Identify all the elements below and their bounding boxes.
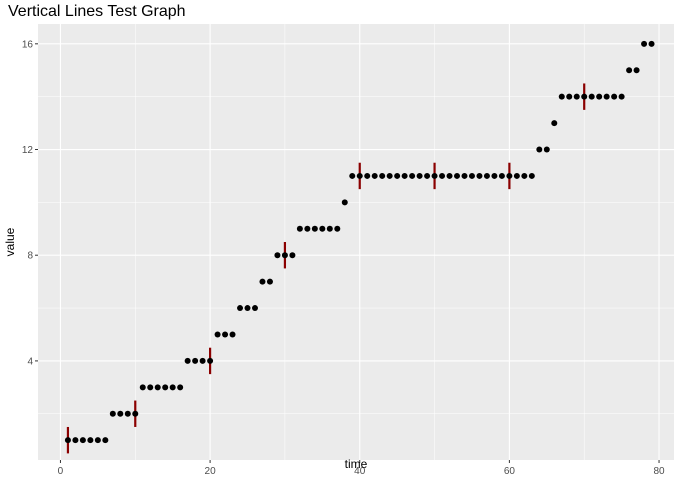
data-point	[596, 93, 603, 100]
data-point	[476, 172, 483, 179]
x-tick-label: 40	[354, 466, 366, 477]
data-point	[87, 437, 94, 444]
data-point	[461, 172, 468, 179]
data-point	[386, 172, 393, 179]
data-point	[214, 331, 221, 338]
data-point	[207, 357, 214, 364]
data-point	[326, 225, 333, 232]
data-point	[184, 357, 191, 364]
data-point	[341, 199, 348, 206]
data-point	[611, 93, 618, 100]
data-point	[573, 93, 580, 100]
data-point	[266, 278, 273, 285]
data-point	[364, 172, 371, 179]
data-point	[521, 172, 528, 179]
data-point	[281, 252, 288, 259]
data-point	[259, 278, 266, 285]
data-point	[132, 410, 139, 417]
data-point	[439, 172, 446, 179]
data-point	[566, 93, 573, 100]
data-point	[319, 225, 326, 232]
data-point	[64, 437, 71, 444]
data-point	[147, 384, 154, 391]
data-point	[251, 305, 258, 312]
data-point	[356, 172, 363, 179]
data-point	[618, 93, 625, 100]
data-point	[483, 172, 490, 179]
data-point	[371, 172, 378, 179]
data-point	[244, 305, 251, 312]
y-tick-label: 16	[22, 39, 34, 50]
x-tick-label: 0	[58, 466, 64, 477]
data-point	[304, 225, 311, 232]
data-point	[162, 384, 169, 391]
chart-title: Vertical Lines Test Graph	[8, 3, 186, 20]
data-point	[102, 437, 109, 444]
data-point	[177, 384, 184, 391]
data-point	[274, 252, 281, 259]
y-tick-label: 12	[22, 145, 34, 156]
data-point	[117, 410, 124, 417]
data-point	[536, 146, 543, 153]
data-point	[124, 410, 131, 417]
data-point	[588, 93, 595, 100]
data-point	[513, 172, 520, 179]
data-point	[603, 93, 610, 100]
data-point	[169, 384, 176, 391]
data-point	[431, 172, 438, 179]
data-points	[64, 40, 655, 444]
data-point	[581, 93, 588, 100]
data-point	[94, 437, 101, 444]
data-point	[551, 120, 558, 127]
y-axis: 4 8 12 16	[22, 39, 38, 367]
x-axis-label: time	[345, 457, 368, 471]
data-point	[192, 357, 199, 364]
data-point	[394, 172, 401, 179]
data-point	[558, 93, 565, 100]
data-point	[409, 172, 416, 179]
data-point	[154, 384, 161, 391]
data-point	[222, 331, 229, 338]
data-point	[139, 384, 146, 391]
data-point	[491, 172, 498, 179]
data-point	[401, 172, 408, 179]
data-point	[468, 172, 475, 179]
y-tick-label: 4	[27, 356, 33, 367]
data-point	[648, 40, 655, 47]
data-point	[633, 67, 640, 74]
data-point	[424, 172, 431, 179]
data-point	[543, 146, 550, 153]
data-point	[334, 225, 341, 232]
data-point	[506, 172, 513, 179]
data-point	[72, 437, 79, 444]
data-point	[454, 172, 461, 179]
data-point	[528, 172, 535, 179]
data-point	[446, 172, 453, 179]
y-tick-label: 8	[27, 251, 33, 262]
data-point	[289, 252, 296, 259]
plot-panel	[38, 24, 674, 460]
data-point	[109, 410, 116, 417]
data-point	[229, 331, 236, 338]
data-point	[498, 172, 505, 179]
x-axis: 0 20 40 60 80	[58, 460, 665, 477]
y-axis-label: value	[3, 227, 17, 256]
data-point	[311, 225, 318, 232]
data-point	[626, 67, 633, 74]
grid-major	[38, 24, 674, 460]
data-point	[349, 172, 356, 179]
x-tick-label: 60	[504, 466, 516, 477]
data-point	[379, 172, 386, 179]
data-point	[237, 305, 244, 312]
data-point	[79, 437, 86, 444]
data-point	[416, 172, 423, 179]
data-point	[641, 40, 648, 47]
data-point	[296, 225, 303, 232]
data-point	[199, 357, 206, 364]
x-tick-label: 80	[653, 466, 665, 477]
x-tick-label: 20	[205, 466, 217, 477]
